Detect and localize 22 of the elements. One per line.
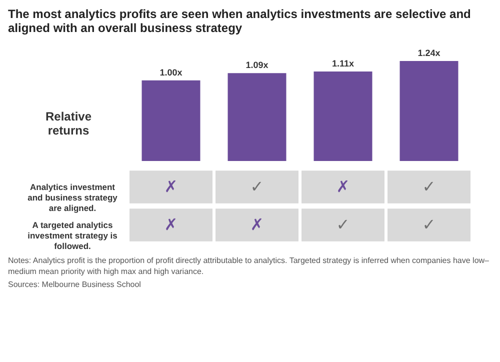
text: ✗ <box>164 177 178 196</box>
data-label: 1.11x <box>332 58 354 68</box>
chart-title: The most analytics profits are seen when analytics investments are selective and aligned with an overall business strategy <box>8 7 471 35</box>
text: ✓ <box>336 215 350 234</box>
text: Notes: Analytics profit is the proportion of profit directly attributable to analytics. Targeted strategy is inferred when companies have low–medium mean priority with high max and high variance. <box>8 256 490 278</box>
text: ✗ <box>336 177 350 196</box>
bar <box>314 71 372 161</box>
data-label: 1.00x <box>160 67 182 78</box>
text: ✓ <box>250 177 264 196</box>
text: ✗ <box>250 215 264 234</box>
data-label: 1.24x <box>418 48 440 58</box>
data-label: 1.09x <box>246 60 268 70</box>
y-tick-label: A targeted analytics investment strategy is followed. <box>28 220 118 251</box>
bar <box>228 73 286 161</box>
source-note: Sources: Melbourne Business School <box>8 280 142 290</box>
bar <box>142 80 200 161</box>
y-tick-label: Analytics investment and business strategy are aligned. <box>28 182 118 213</box>
bar <box>400 61 458 161</box>
text: ✓ <box>422 177 436 196</box>
text: ✓ <box>422 215 436 234</box>
y-axis-title: Relative returns <box>45 110 92 138</box>
text: ✗ <box>164 215 178 234</box>
